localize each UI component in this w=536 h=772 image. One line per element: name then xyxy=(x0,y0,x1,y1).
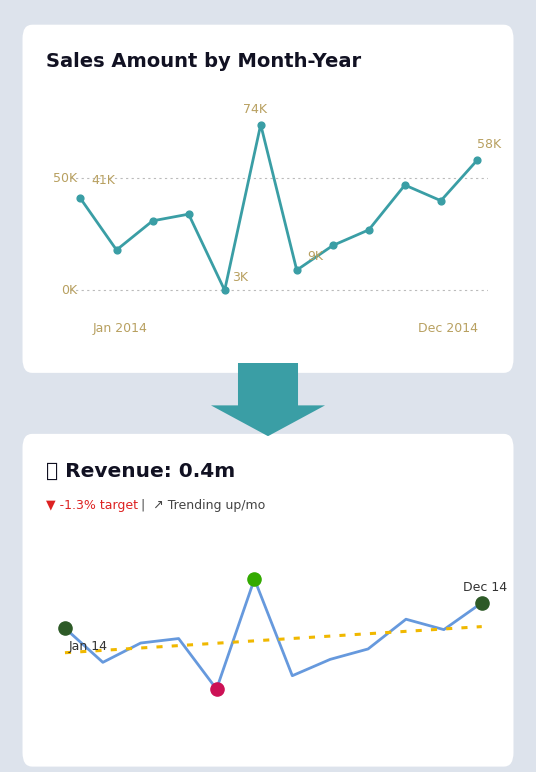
Text: 74K: 74K xyxy=(243,103,267,116)
Point xyxy=(220,284,229,296)
Text: |  ↗ Trending up/mo: | ↗ Trending up/mo xyxy=(137,499,265,512)
Point xyxy=(437,195,445,207)
Text: 58K: 58K xyxy=(477,138,501,151)
Point xyxy=(112,244,121,256)
Text: 41K: 41K xyxy=(91,174,115,188)
Point xyxy=(212,683,221,696)
Point xyxy=(400,179,409,191)
Text: Jan 14: Jan 14 xyxy=(69,640,108,653)
Point xyxy=(184,208,193,220)
Point xyxy=(76,192,85,205)
Point xyxy=(250,573,259,585)
Point xyxy=(256,118,265,130)
Text: Dec 2014: Dec 2014 xyxy=(418,322,478,334)
Polygon shape xyxy=(211,363,325,436)
Point xyxy=(329,239,337,252)
Text: Dec 14: Dec 14 xyxy=(463,581,507,594)
Text: Jan 2014: Jan 2014 xyxy=(93,322,147,334)
Text: 50K: 50K xyxy=(54,172,78,185)
Text: 9K: 9K xyxy=(308,250,324,263)
Text: 0K: 0K xyxy=(62,284,78,296)
Point xyxy=(148,215,157,227)
Point xyxy=(293,264,301,276)
Point xyxy=(364,224,373,236)
Text: 💰 Revenue: 0.4m: 💰 Revenue: 0.4m xyxy=(46,462,235,481)
Text: 3K: 3K xyxy=(232,270,248,283)
Point xyxy=(478,597,486,609)
Point xyxy=(473,154,481,167)
Point xyxy=(61,622,69,635)
Text: ▼ -1.3% target: ▼ -1.3% target xyxy=(46,499,138,512)
Text: Sales Amount by Month-Year: Sales Amount by Month-Year xyxy=(46,52,361,72)
